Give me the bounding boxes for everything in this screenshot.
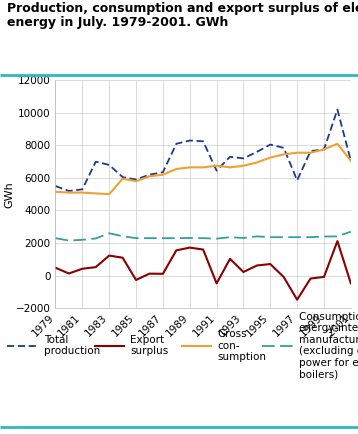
Text: Consumption in
energy-intensive
manufacturing
(excluding occasional
power for el: Consumption in energy-intensive manufact… (299, 312, 358, 380)
Text: Total
production: Total production (44, 335, 100, 356)
Text: energy in July. 1979-2001. GWh: energy in July. 1979-2001. GWh (7, 16, 228, 29)
Y-axis label: GWh: GWh (4, 181, 14, 207)
Text: Production, consumption and export surplus of electric: Production, consumption and export surpl… (7, 2, 358, 15)
Text: Export
surplus: Export surplus (130, 335, 169, 356)
Text: Gross
con-
sumption: Gross con- sumption (217, 329, 266, 362)
